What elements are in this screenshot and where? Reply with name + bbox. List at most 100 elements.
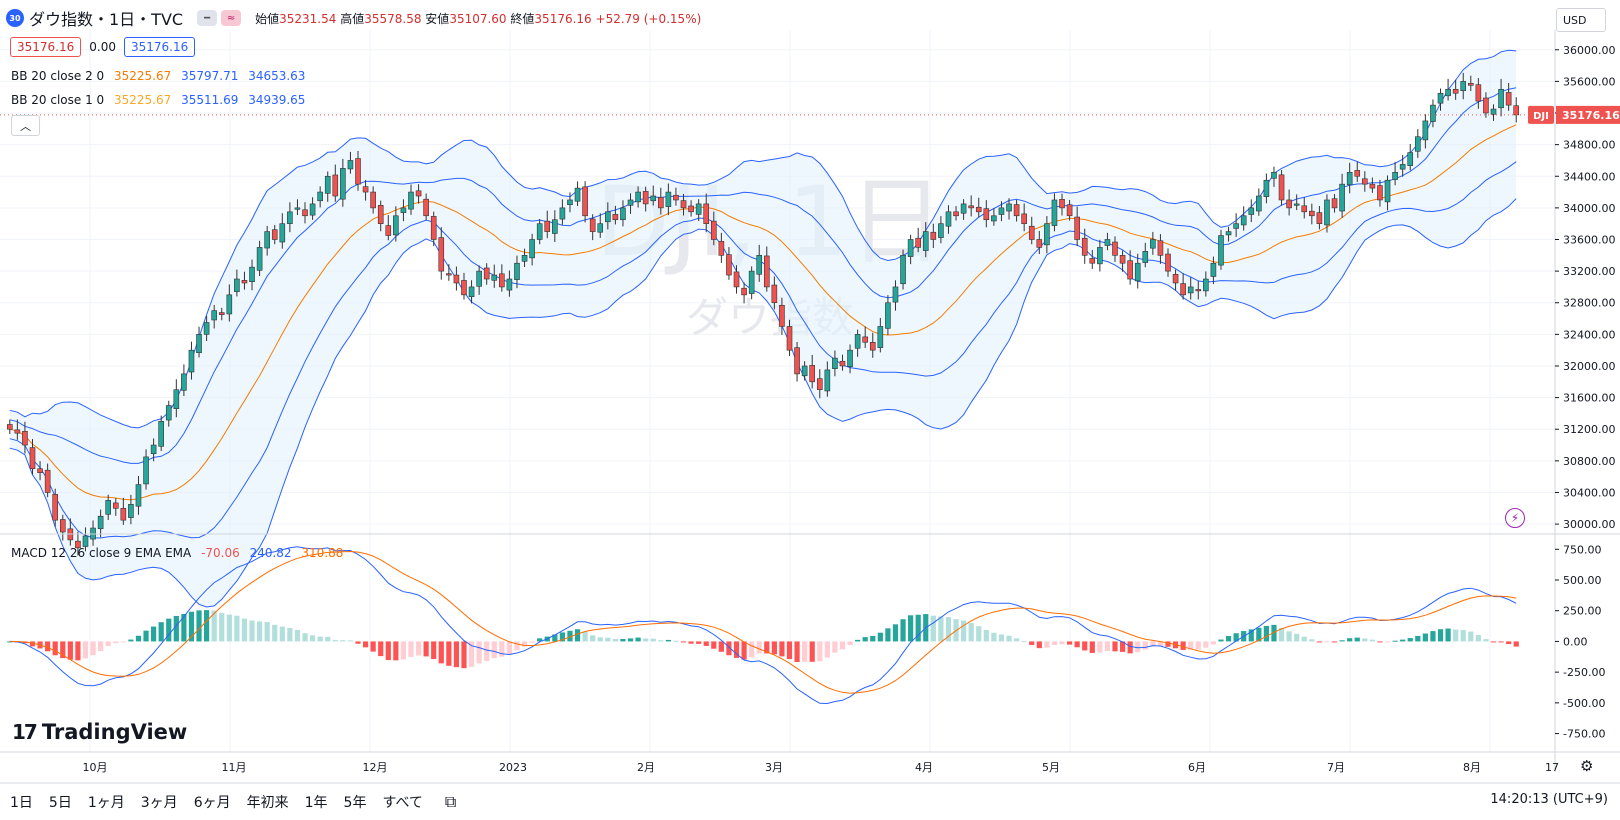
macd-hist-bar [431,641,437,660]
macd-hist-bar [620,638,626,642]
symbol-badge: 30 [6,9,24,27]
clock[interactable]: 14:20:13 (UTC+9) [1490,792,1608,807]
candle-body [256,247,263,271]
time-axis-label: 4月 [915,761,933,774]
candle-body [862,336,868,343]
time-axis-label: 17 [1545,761,1559,774]
time-axis-label: 12月 [363,761,388,774]
macd-hist-bar [1286,631,1292,642]
candle-body [181,373,187,391]
candle-body [779,304,785,327]
candle-body [1051,199,1058,226]
candle-body [22,430,28,446]
range-5d[interactable]: 5日 [48,794,72,811]
macd-hist-bar [1483,639,1489,642]
candle-body [105,500,111,515]
macd-hist-bar [204,610,210,642]
candle-body [218,312,225,315]
gear-icon[interactable]: ⚙ [1580,757,1594,775]
range-1m[interactable]: 1ヶ月 [87,794,125,811]
time-axis-label: 10月 [83,761,108,774]
macd-hist-bar [764,641,770,654]
candle-body [1278,174,1285,201]
candle-body [756,255,763,275]
minus-icon[interactable]: ━ [197,10,218,26]
candle-body [1309,210,1315,217]
time-axis-label: 5月 [1042,761,1060,774]
macd-hist-bar [173,615,179,642]
range-ytd[interactable]: 年初来 [246,794,289,811]
macd-hist-bar [461,641,467,669]
candle-body [991,215,997,222]
approx-icon[interactable]: ≈ [221,10,242,26]
macd-hist-bar [839,641,846,650]
candle-body [1430,104,1436,122]
last-price-tag: DJI 35176.16 [1528,105,1620,124]
macd-hist-bar [385,641,391,661]
tradingview-logo[interactable]: 17 TradingView [12,720,187,744]
candle-body [514,262,520,280]
macd-hist-bar [521,641,528,647]
range-1y[interactable]: 1年 [304,794,328,811]
macd-hist-bar [1059,641,1065,645]
bb2-legend[interactable]: BB 20 close 2 0 35225.67 35797.71 34653.… [11,69,305,83]
macd-hist-bar [1104,641,1111,652]
chevron-up-icon: ︿ [20,119,31,133]
candle-body [234,278,240,292]
collapse-legend-button[interactable]: ︿ [11,115,40,136]
candle-body [29,447,36,470]
bb1-legend[interactable]: BB 20 close 1 0 35225.67 35511.69 34939.… [11,93,305,107]
macd-axis-label: -250.00 [1563,666,1605,679]
candle-body [461,280,467,296]
lightning-icon[interactable]: ⚡ [1505,508,1525,528]
macd-hist-bar [347,640,354,642]
candle-body [1324,199,1330,226]
candle-body [1240,215,1247,226]
range-3m[interactable]: 3ヶ月 [140,794,178,811]
date-range-icon[interactable]: ⧉ [444,791,457,811]
macd-hist-bar [120,641,126,643]
macd-hist-bar [45,641,51,652]
candle-body [483,267,490,280]
macd-hist-bar [1513,641,1519,647]
macd-hist-bar [680,641,687,643]
macd-hist-bar [673,640,679,642]
macd-hist-bar [287,627,293,642]
sell-price-box[interactable]: 35176.16 [10,37,82,57]
candle-body [279,223,286,243]
symbol-title[interactable]: ダウ指数・1日・TVC [29,10,184,29]
candle-body [892,286,899,303]
range-1d[interactable]: 1日 [10,794,33,811]
candle-body [703,203,710,224]
macd-hist-bar [1309,639,1315,642]
range-5y[interactable]: 5年 [343,794,367,811]
macd-hist-bar [703,641,709,646]
price-axis-label: 30800.00 [1563,455,1616,468]
buy-price-box[interactable]: 35176.16 [123,37,196,57]
time-axis-label: 2月 [637,761,655,774]
price-axis-label: 34000.00 [1563,202,1616,215]
macd-hist-bar [559,632,565,642]
macd-hist-bar [423,641,429,657]
range-6m[interactable]: 6ヶ月 [193,794,231,811]
range-all[interactable]: すべて [382,794,423,811]
currency-button[interactable]: USD [1556,8,1606,32]
price-axis-label: 32000.00 [1563,360,1616,373]
macd-hist-bar [7,641,13,643]
macd-hist-bar [817,641,823,662]
macd-hist-bar [658,640,664,642]
macd-hist-bar [786,641,793,660]
candle-body [794,347,800,375]
candle-body [408,191,414,210]
macd-legend[interactable]: MACD 12 26 close 9 EMA EMA -70.06 240.82… [11,546,343,560]
tv-logo-icon: 17 [12,720,38,744]
candle-body [786,326,793,351]
candle-body [1301,205,1308,213]
macd-hist-bar [627,638,634,642]
macd-hist-bar [696,641,702,644]
macd-hist-bar [567,630,573,642]
candle-body [59,519,66,533]
bb1-basis: 35225.67 [114,93,172,107]
candle-body [1354,170,1361,177]
